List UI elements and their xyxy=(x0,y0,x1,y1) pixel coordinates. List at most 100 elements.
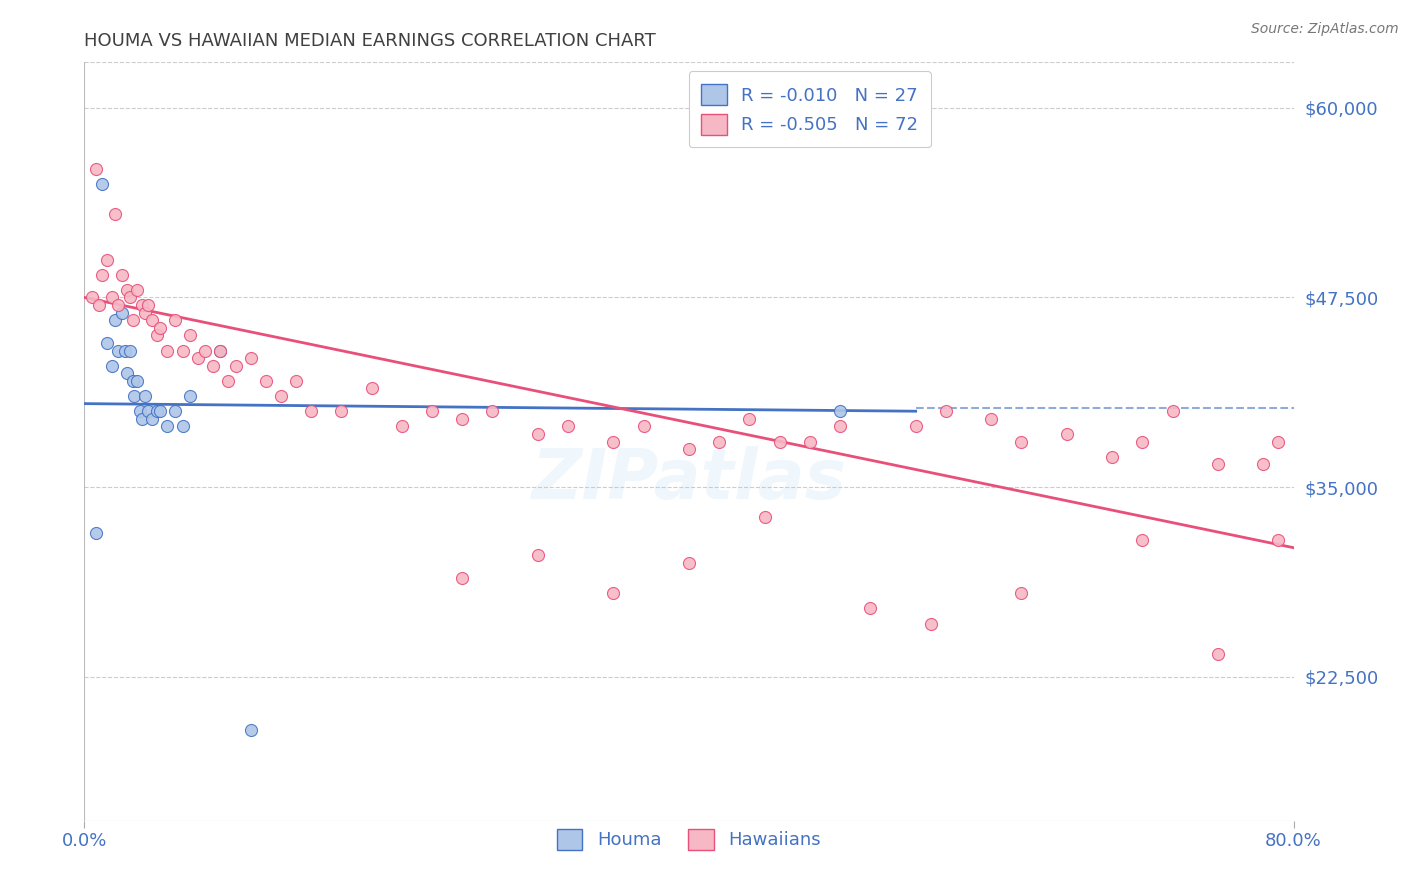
Point xyxy=(111,268,134,282)
Point xyxy=(1011,434,1033,449)
Point xyxy=(100,291,122,305)
Point xyxy=(859,601,882,615)
Point xyxy=(678,442,700,456)
Point xyxy=(118,291,141,305)
Point xyxy=(122,389,145,403)
Point xyxy=(420,404,443,418)
Point xyxy=(136,298,159,312)
Point xyxy=(187,351,209,366)
Point xyxy=(527,548,550,563)
Point xyxy=(115,283,138,297)
Point xyxy=(1161,404,1184,418)
Point xyxy=(179,389,201,403)
Point xyxy=(107,298,129,312)
Point xyxy=(830,419,852,434)
Point xyxy=(141,313,163,327)
Point xyxy=(131,412,153,426)
Point xyxy=(391,419,413,434)
Point xyxy=(330,404,353,418)
Point xyxy=(146,328,169,343)
Point xyxy=(172,419,194,434)
Point xyxy=(239,351,262,366)
Point xyxy=(769,434,792,449)
Point xyxy=(86,525,108,540)
Point xyxy=(156,419,179,434)
Point xyxy=(904,419,927,434)
Point xyxy=(149,404,172,418)
Point xyxy=(179,328,201,343)
Point xyxy=(738,412,761,426)
Point xyxy=(225,359,247,373)
Point xyxy=(678,556,700,570)
Point xyxy=(217,374,239,388)
Point xyxy=(129,404,152,418)
Point xyxy=(149,320,172,334)
Point xyxy=(115,366,138,380)
Point xyxy=(89,298,111,312)
Point xyxy=(1130,533,1153,547)
Point xyxy=(146,404,169,418)
Point xyxy=(481,404,503,418)
Point xyxy=(91,268,114,282)
Point xyxy=(91,177,114,191)
Point xyxy=(451,571,474,585)
Point xyxy=(451,412,474,426)
Point xyxy=(104,207,127,221)
Point xyxy=(127,374,149,388)
Point xyxy=(136,404,159,418)
Point xyxy=(1011,586,1033,600)
Point xyxy=(799,434,821,449)
Point xyxy=(920,616,942,631)
Point xyxy=(935,404,957,418)
Point xyxy=(201,359,224,373)
Point xyxy=(104,313,127,327)
Point xyxy=(209,343,232,358)
Point xyxy=(100,359,122,373)
Point xyxy=(172,343,194,358)
Point xyxy=(1267,434,1289,449)
Legend: Houma, Hawaiians: Houma, Hawaiians xyxy=(550,822,828,857)
Point xyxy=(86,161,108,176)
Point xyxy=(209,343,232,358)
Point xyxy=(80,291,103,305)
Point xyxy=(602,434,624,449)
Point xyxy=(285,374,308,388)
Point xyxy=(1056,426,1078,441)
Point xyxy=(754,510,776,524)
Point xyxy=(360,382,382,396)
Point xyxy=(121,313,143,327)
Point xyxy=(118,343,141,358)
Point xyxy=(114,343,136,358)
Point xyxy=(239,723,262,737)
Point xyxy=(1267,533,1289,547)
Point xyxy=(557,419,579,434)
Point xyxy=(1206,647,1229,661)
Point xyxy=(111,305,134,319)
Point xyxy=(107,343,129,358)
Point xyxy=(980,412,1002,426)
Point xyxy=(96,252,118,267)
Point xyxy=(127,283,149,297)
Text: ZIPatlas: ZIPatlas xyxy=(531,446,846,513)
Point xyxy=(194,343,217,358)
Point xyxy=(254,374,277,388)
Point xyxy=(270,389,292,403)
Point xyxy=(121,374,143,388)
Point xyxy=(134,305,156,319)
Text: HOUMA VS HAWAIIAN MEDIAN EARNINGS CORRELATION CHART: HOUMA VS HAWAIIAN MEDIAN EARNINGS CORREL… xyxy=(84,32,657,50)
Point xyxy=(156,343,179,358)
Point xyxy=(165,313,187,327)
Point xyxy=(134,389,156,403)
Point xyxy=(527,426,550,441)
Point xyxy=(141,412,163,426)
Text: Source: ZipAtlas.com: Source: ZipAtlas.com xyxy=(1251,22,1399,37)
Point xyxy=(602,586,624,600)
Point xyxy=(299,404,322,418)
Point xyxy=(1130,434,1153,449)
Point xyxy=(709,434,731,449)
Point xyxy=(1253,457,1275,471)
Point xyxy=(165,404,187,418)
Point xyxy=(1101,450,1123,464)
Point xyxy=(96,335,118,350)
Point xyxy=(830,404,852,418)
